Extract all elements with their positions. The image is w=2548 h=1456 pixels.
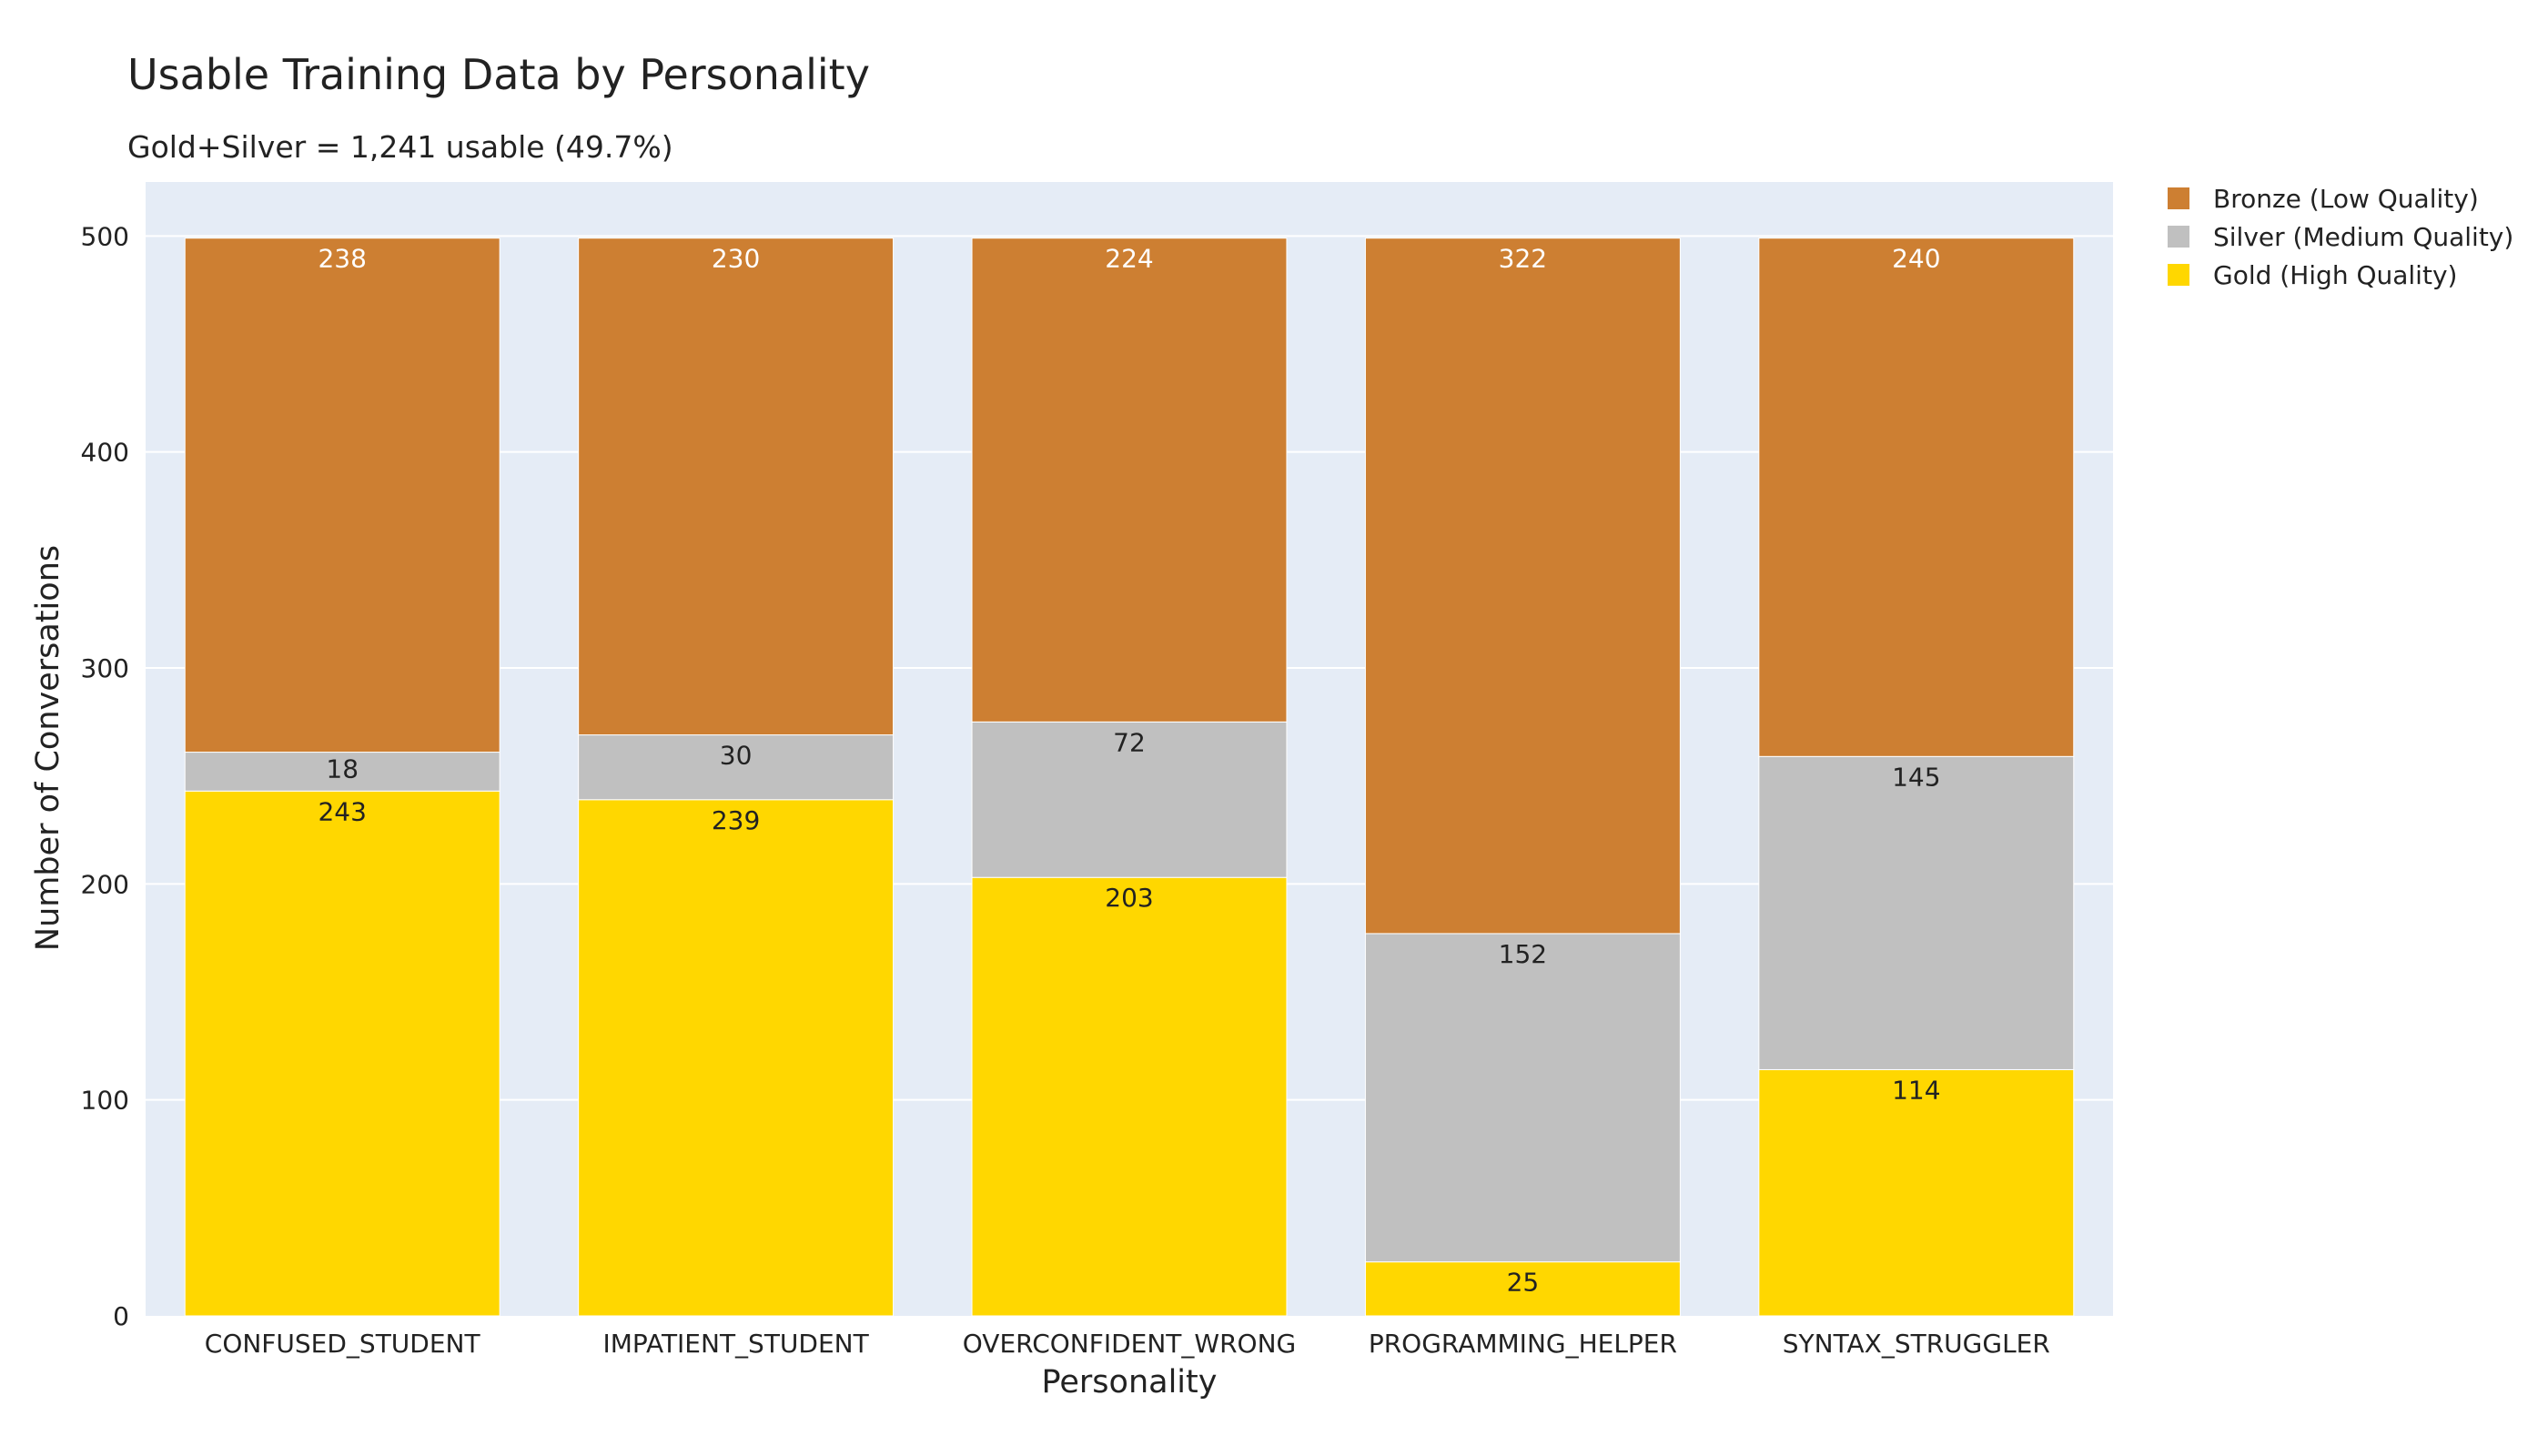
y-axis-title: Number of Conversations [30,545,66,951]
data-label: 239 [712,805,760,835]
bars [184,238,2075,1317]
bar-segment [184,238,500,753]
x-tick-label: OVERCONFIDENT_WRONG [963,1329,1296,1359]
bar-segment [971,238,1288,723]
bar-segment [578,238,895,736]
legend-swatch [2168,187,2189,209]
bar-segment [184,752,500,792]
bar-segment [1758,1068,2075,1317]
chart-title: Usable Training Data by Personality [127,50,870,99]
x-tick-label: CONFUSED_STUDENT [205,1329,481,1359]
x-axis-ticks: CONFUSED_STUDENT IMPATIENT_STUDENT OVERCON… [205,1329,2050,1359]
legend-label: Bronze (Low Quality) [2213,184,2479,214]
data-label: 203 [1105,883,1153,913]
bar-labels: 243 18 238 239 30 230 203 72 224 25 152 322 114 145 24… [318,244,1940,1298]
y-axis-ticks: 0 100 200 300 400 500 [81,221,129,1331]
legend-label: Gold (High Quality) [2213,260,2457,290]
data-label: 72 [1113,727,1146,757]
data-label: 145 [1892,762,1940,792]
x-axis-title: Personality [1042,1364,1218,1400]
y-tick-label: 200 [81,869,129,899]
bar-segment [1364,933,1681,1263]
bar-segment [184,790,500,1317]
y-tick-label: 300 [81,653,129,683]
legend-label: Silver (Medium Quality) [2213,222,2513,252]
bar-segment [971,721,1288,878]
x-tick-label: SYNTAX_STRUGGLER [1783,1329,2050,1359]
bar-segment [971,876,1288,1317]
bar-segment [1758,755,2075,1070]
data-label: 18 [326,754,359,784]
data-label: 240 [1892,244,1940,274]
y-tick-label: 500 [81,221,129,251]
bar-segment [1758,238,2075,757]
data-label: 152 [1499,939,1547,969]
chart-subtitle: Gold+Silver = 1,241 usable (49.7%) [127,129,673,165]
data-label: 114 [1892,1075,1940,1105]
data-label: 30 [720,741,753,771]
data-label: 322 [1499,244,1547,274]
data-label: 230 [712,244,760,274]
bar-segment [1364,238,1681,935]
bar-segment [1364,1261,1681,1317]
x-tick-label: IMPATIENT_STUDENT [602,1329,869,1359]
legend-swatch [2168,226,2189,248]
legend-swatch [2168,264,2189,286]
y-tick-label: 400 [81,438,129,468]
bar-segment [578,734,895,801]
data-label: 25 [1507,1268,1540,1298]
x-tick-label: PROGRAMMING_HELPER [1369,1329,1677,1359]
bar-segment [578,799,895,1317]
y-tick-label: 100 [81,1086,129,1116]
data-label: 238 [318,244,366,274]
data-label: 224 [1105,244,1153,274]
data-label: 243 [318,796,366,826]
legend: Bronze (Low Quality) Silver (Medium Quali… [2168,184,2513,290]
y-tick-label: 0 [113,1301,129,1331]
